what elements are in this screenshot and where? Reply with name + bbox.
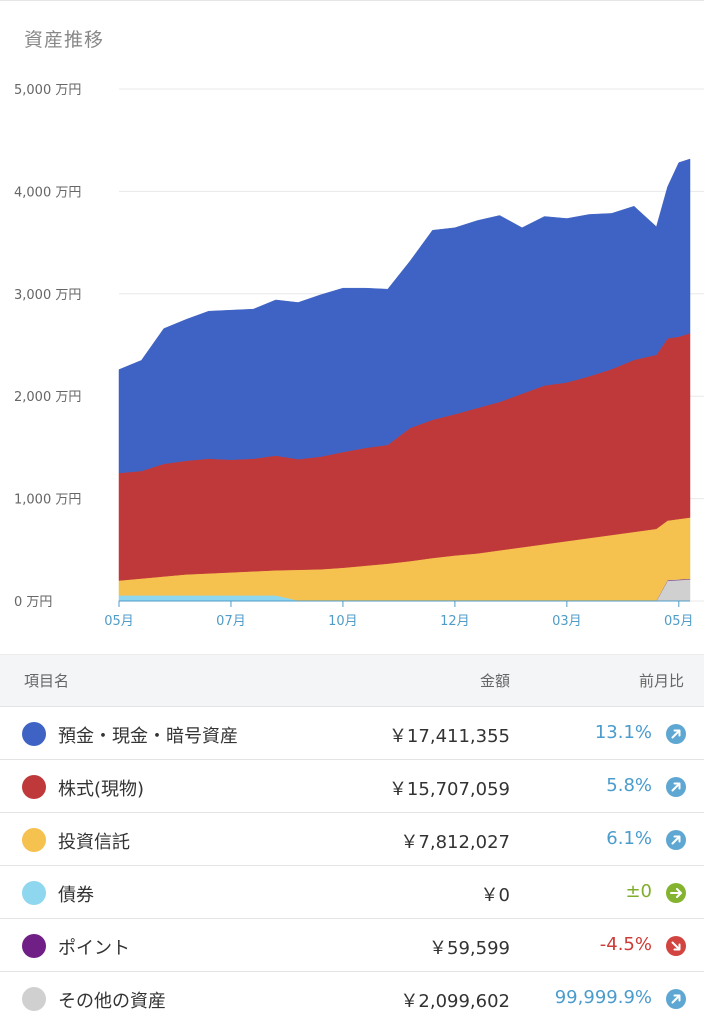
y-tick-label: 4,000 万円 <box>14 185 81 200</box>
category-color-dot <box>22 881 46 905</box>
category-name: その他の資産 <box>58 991 166 1012</box>
table-row[interactable]: 預金・現金・暗号資産 ￥17,411,355 13.1% <box>0 706 704 759</box>
table-row[interactable]: 株式(現物) ￥15,707,059 5.8% <box>0 759 704 812</box>
category-color-dot <box>22 775 46 799</box>
category-color-dot <box>22 987 46 1011</box>
category-name: 株式(現物) <box>58 779 145 800</box>
category-change: -4.5% <box>599 934 652 955</box>
card-title: 資産推移 <box>24 29 105 51</box>
y-tick-label: 0 万円 <box>14 595 52 610</box>
category-name: ポイント <box>58 938 130 959</box>
category-color-dot <box>22 722 46 746</box>
category-amount: ￥15,707,059 <box>388 779 510 800</box>
y-tick-label: 5,000 万円 <box>14 83 81 98</box>
category-color-dot <box>22 828 46 852</box>
y-tick-label: 3,000 万円 <box>14 288 81 303</box>
category-amount: ￥7,812,027 <box>400 832 510 853</box>
arrow-right-icon <box>666 883 686 903</box>
category-color-dot <box>22 934 46 958</box>
header-name: 項目名 <box>24 672 70 690</box>
category-amount: ￥59,599 <box>429 938 510 959</box>
category-name: 債券 <box>58 885 94 906</box>
area-series-5 <box>118 158 691 474</box>
asset-table: 項目名 金額 前月比 預金・現金・暗号資産 ￥17,411,355 13.1% 株式(… <box>0 654 704 1024</box>
arrow-up-right-icon <box>666 989 686 1009</box>
category-amount: ￥17,411,355 <box>388 726 510 747</box>
x-tick-label: 07月 <box>216 614 246 629</box>
category-change: 13.1% <box>594 722 652 743</box>
table-row[interactable]: 投資信託 ￥7,812,027 6.1% <box>0 812 704 865</box>
arrow-down-right-icon <box>666 936 686 956</box>
y-tick-label: 1,000 万円 <box>14 493 81 508</box>
header-amount: 金額 <box>479 672 510 690</box>
table-row[interactable]: その他の資産 ￥2,099,602 99,999.9% <box>0 971 704 1024</box>
category-amount: ￥0 <box>480 885 510 906</box>
table-header: 項目名 金額 前月比 <box>0 654 704 706</box>
arrow-up-right-icon <box>666 777 686 797</box>
header-change: 前月比 <box>638 672 684 690</box>
x-tick-label: 05月 <box>104 614 134 629</box>
arrow-up-right-icon <box>666 724 686 744</box>
x-tick-label: 03月 <box>552 614 582 629</box>
asset-stacked-area-chart: 0 万円 1,000 万円 2,000 万円 3,000 万円 4,000 万円 5,00… <box>14 83 704 629</box>
table-row[interactable]: 債券 ￥0 ±0 <box>0 865 704 918</box>
arrow-up-right-icon <box>666 830 686 850</box>
category-amount: ￥2,099,602 <box>400 991 510 1012</box>
category-name: 預金・現金・暗号資産 <box>58 726 238 747</box>
x-tick-label: 05月 <box>664 614 694 629</box>
category-name: 投資信託 <box>58 832 130 853</box>
x-tick-label: 10月 <box>328 614 358 629</box>
category-change: 99,999.9% <box>554 987 652 1008</box>
table-row[interactable]: ポイント ￥59,599 -4.5% <box>0 918 704 971</box>
category-change: 5.8% <box>606 775 652 796</box>
category-change: ±0 <box>625 881 652 902</box>
y-tick-label: 2,000 万円 <box>14 390 81 405</box>
category-change: 6.1% <box>606 828 652 849</box>
x-tick-label: 12月 <box>440 614 470 629</box>
